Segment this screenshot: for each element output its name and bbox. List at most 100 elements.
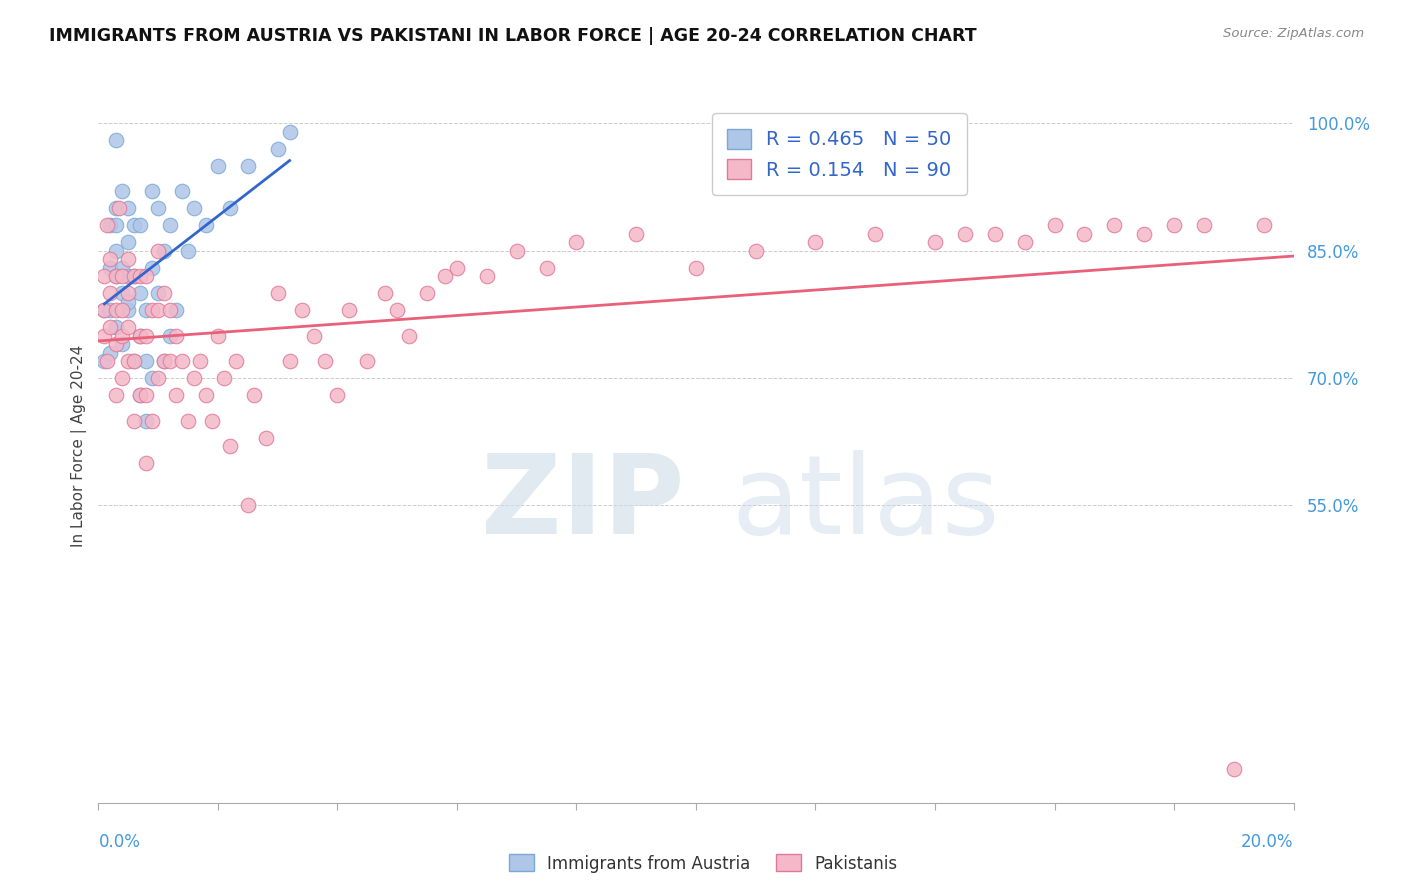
Text: atlas: atlas	[733, 450, 1000, 557]
Point	[302, 328, 325, 343]
Y-axis label: In Labor Force | Age 20-24: In Labor Force | Age 20-24	[72, 345, 87, 547]
Point	[105, 269, 128, 284]
Point	[96, 354, 118, 368]
Point	[172, 354, 194, 368]
Point	[129, 328, 152, 343]
Point	[135, 456, 157, 470]
Point	[446, 260, 468, 275]
Point	[165, 328, 187, 343]
Point	[124, 413, 146, 427]
Point	[129, 388, 152, 402]
Point	[148, 201, 170, 215]
Point	[219, 201, 242, 215]
Point	[207, 328, 229, 343]
Point	[124, 354, 146, 368]
Text: ZIP: ZIP	[481, 450, 685, 557]
Point	[93, 328, 115, 343]
Point	[159, 303, 181, 318]
Point	[475, 269, 498, 284]
Point	[93, 303, 115, 318]
Point	[177, 413, 200, 427]
Point	[108, 201, 131, 215]
Point	[1043, 218, 1066, 232]
Point	[188, 354, 211, 368]
Text: 0.0%: 0.0%	[98, 833, 141, 851]
Point	[153, 286, 176, 301]
Point	[536, 260, 558, 275]
Point	[339, 303, 361, 318]
Point	[105, 201, 128, 215]
Point	[129, 328, 152, 343]
Point	[141, 371, 163, 385]
Point	[135, 413, 157, 427]
Point	[117, 354, 139, 368]
Point	[135, 354, 157, 368]
Point	[141, 303, 163, 318]
Point	[93, 354, 115, 368]
Point	[236, 499, 259, 513]
Point	[117, 252, 139, 266]
Point	[98, 260, 122, 275]
Point	[111, 260, 134, 275]
Point	[1104, 218, 1126, 232]
Point	[315, 354, 337, 368]
Point	[105, 320, 128, 334]
Point	[183, 371, 205, 385]
Point	[165, 303, 187, 318]
Point	[124, 354, 146, 368]
Point	[195, 388, 218, 402]
Point	[195, 218, 218, 232]
Point	[278, 125, 301, 139]
Point	[326, 388, 349, 402]
Point	[219, 439, 242, 453]
Point	[117, 303, 139, 318]
Point	[98, 218, 122, 232]
Point	[129, 286, 152, 301]
Point	[98, 286, 122, 301]
Point	[1014, 235, 1036, 249]
Point	[105, 218, 128, 232]
Point	[254, 430, 277, 444]
Point	[148, 286, 170, 301]
Text: IMMIGRANTS FROM AUSTRIA VS PAKISTANI IN LABOR FORCE | AGE 20-24 CORRELATION CHAR: IMMIGRANTS FROM AUSTRIA VS PAKISTANI IN …	[49, 27, 977, 45]
Text: 20.0%: 20.0%	[1241, 833, 1294, 851]
Point	[105, 244, 128, 258]
Point	[117, 286, 139, 301]
Point	[1223, 762, 1246, 776]
Point	[117, 235, 139, 249]
Point	[416, 286, 439, 301]
Point	[685, 260, 707, 275]
Point	[565, 235, 588, 249]
Point	[1192, 218, 1215, 232]
Point	[96, 218, 118, 232]
Point	[1253, 218, 1275, 232]
Point	[356, 354, 378, 368]
Point	[141, 413, 163, 427]
Point	[111, 303, 134, 318]
Point	[243, 388, 266, 402]
Point	[105, 303, 128, 318]
Point	[111, 371, 134, 385]
Point	[1073, 227, 1095, 241]
Point	[1133, 227, 1156, 241]
Point	[105, 388, 128, 402]
Point	[135, 328, 157, 343]
Point	[212, 371, 235, 385]
Point	[135, 303, 157, 318]
Point	[124, 218, 146, 232]
Point	[117, 201, 139, 215]
Point	[153, 354, 176, 368]
Point	[111, 328, 134, 343]
Legend: Immigrants from Austria, Pakistanis: Immigrants from Austria, Pakistanis	[502, 847, 904, 880]
Point	[183, 201, 205, 215]
Point	[267, 142, 290, 156]
Point	[141, 260, 163, 275]
Point	[153, 244, 176, 258]
Point	[98, 303, 122, 318]
Legend: R = 0.465   N = 50, R = 0.154   N = 90: R = 0.465 N = 50, R = 0.154 N = 90	[711, 113, 967, 195]
Point	[159, 218, 181, 232]
Point	[111, 269, 134, 284]
Point	[98, 252, 122, 266]
Point	[129, 269, 152, 284]
Point	[865, 227, 887, 241]
